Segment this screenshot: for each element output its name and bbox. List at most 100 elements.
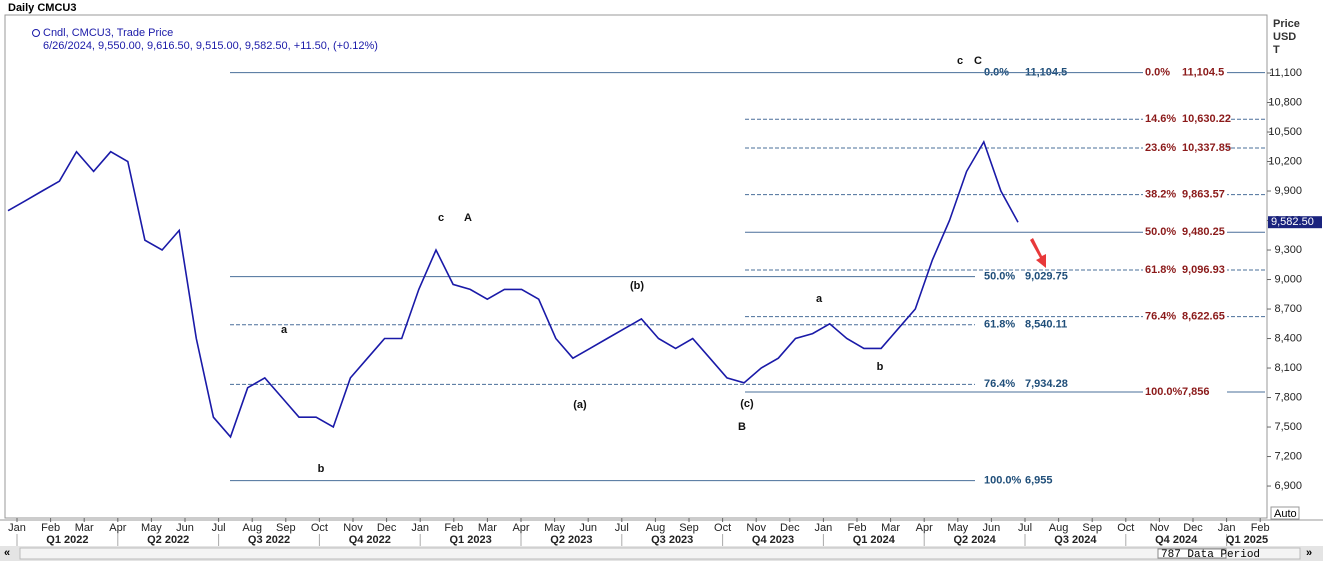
quarter-label: Q2 2022 <box>147 534 189 546</box>
x-tick-label: Dec <box>780 522 800 534</box>
wave-label: c <box>957 55 963 67</box>
down-arrow <box>1030 238 1046 268</box>
fib-percent: 38.2% <box>1145 189 1176 201</box>
x-tick-label: Dec <box>377 522 397 534</box>
quarter-label: Q1 2022 <box>46 534 88 546</box>
legend-icon <box>32 29 40 37</box>
x-tick-label: May <box>544 522 565 534</box>
fib-label-bg <box>1143 226 1227 239</box>
x-tick-label: Oct <box>714 522 731 534</box>
fib-value: 9,863.57 <box>1182 189 1225 201</box>
auto-button[interactable] <box>1270 506 1300 520</box>
x-tick-label: Sep <box>276 522 296 534</box>
x-tick-label: Apr <box>916 522 933 534</box>
fib-value: 8,540.11 <box>1025 319 1067 331</box>
plot-area <box>4 14 1268 519</box>
quarter-label: Q4 2024 <box>1155 534 1198 546</box>
x-tick-label: May <box>141 522 162 534</box>
last-price: 9,582.50 <box>1271 216 1314 228</box>
x-tick-label: Mar <box>75 522 94 534</box>
scroll-track[interactable] <box>19 547 1301 560</box>
y-axis-label: USD <box>1273 31 1296 43</box>
x-tick-label: Apr <box>109 522 126 534</box>
fib-percent: 50.0% <box>1145 226 1176 238</box>
quarter-label: Q1 2023 <box>449 534 491 546</box>
quarter-label: Q4 2022 <box>349 534 391 546</box>
x-tick-label: Feb <box>1251 522 1270 534</box>
fib-percent: 76.4% <box>1145 311 1176 323</box>
y-tick-label: 11,100 <box>1269 67 1302 79</box>
x-tick-label: Apr <box>512 522 529 534</box>
x-tick-label: Sep <box>679 522 699 534</box>
fib-value: 6,955 <box>1025 475 1053 487</box>
wave-label: A <box>464 212 472 224</box>
y-tick-label: 7,200 <box>1274 450 1302 462</box>
x-tick-label: Oct <box>1117 522 1134 534</box>
scroll-right[interactable]: » <box>1306 547 1312 559</box>
y-tick-label: 8,700 <box>1274 303 1302 315</box>
x-tick-label: Jun <box>983 522 1001 534</box>
x-tick-label: Jul <box>212 522 226 534</box>
fib-value: 10,630.22 <box>1182 113 1231 125</box>
quarter-label: Q2 2023 <box>550 534 592 546</box>
y-tick-label: 7,800 <box>1274 391 1302 403</box>
fib-percent: 100.0% <box>984 475 1022 487</box>
y-tick-label: 6,900 <box>1274 480 1302 492</box>
x-tick-label: Aug <box>242 522 262 534</box>
x-tick-label: Feb <box>848 522 867 534</box>
legend-name: Cndl, CMCU3, Trade Price <box>43 27 173 39</box>
fib-percent: 76.4% <box>984 378 1015 390</box>
fib-value: 9,029.75 <box>1025 271 1068 283</box>
wave-label: (b) <box>630 280 644 292</box>
y-axis-label: Price <box>1273 18 1300 30</box>
wave-label: b <box>318 463 325 475</box>
fib-value: 9,480.25 <box>1182 226 1225 238</box>
y-tick-label: 10,200 <box>1268 155 1302 167</box>
quarter-label: Q3 2022 <box>248 534 290 546</box>
scroll-left[interactable]: « <box>4 547 10 559</box>
quarter-label: Q1 2025 <box>1226 534 1268 546</box>
fib-percent: 50.0% <box>984 271 1015 283</box>
fib-value: 7,856 <box>1182 386 1210 398</box>
wave-label: (a) <box>573 399 587 411</box>
y-axis-label: T <box>1273 44 1280 56</box>
last-price-box <box>1268 216 1322 229</box>
x-tick-label: Jan <box>815 522 833 534</box>
wave-label: B <box>738 421 746 433</box>
x-tick-label: Jan <box>1218 522 1236 534</box>
fib-label-bg <box>1143 263 1227 276</box>
x-tick-label: Feb <box>444 522 463 534</box>
fib-percent: 0.0% <box>1145 66 1170 78</box>
x-tick-label: Nov <box>746 522 766 534</box>
x-tick-label: May <box>947 522 968 534</box>
x-tick-label: Nov <box>1150 522 1170 534</box>
data-period: 787 Data Period <box>1161 549 1260 561</box>
wave-label: C <box>974 55 982 67</box>
x-tick-label: Aug <box>1049 522 1069 534</box>
fib-percent: 61.8% <box>1145 264 1176 276</box>
wave-label: (c) <box>740 398 754 410</box>
wave-label: a <box>816 293 823 305</box>
wave-label: a <box>281 324 288 336</box>
y-tick-label: 10,800 <box>1268 96 1302 108</box>
fib-label-bg <box>1143 113 1227 126</box>
x-tick-label: Mar <box>881 522 900 534</box>
x-tick-label: Jun <box>176 522 194 534</box>
x-tick-label: Nov <box>343 522 363 534</box>
fib-value: 11,104.5 <box>1182 66 1224 78</box>
fib-percent: 100.0% <box>1145 386 1183 398</box>
fib-value: 10,337.85 <box>1182 142 1231 154</box>
wave-label: b <box>877 361 884 373</box>
x-tick-label: Mar <box>478 522 497 534</box>
y-tick-label: 8,100 <box>1274 362 1302 374</box>
wave-label: c <box>438 212 444 224</box>
fib-label-bg <box>1143 188 1227 201</box>
x-tick-label: Oct <box>311 522 328 534</box>
x-tick-label: Jul <box>615 522 629 534</box>
fib-percent: 23.6% <box>1145 142 1176 154</box>
chart-title: Daily CMCU3 <box>8 2 76 14</box>
x-tick-label: Jan <box>8 522 26 534</box>
fib-label-bg <box>1143 310 1227 323</box>
fib-value: 7,934.28 <box>1025 378 1068 390</box>
y-tick-label: 9,300 <box>1274 244 1302 256</box>
